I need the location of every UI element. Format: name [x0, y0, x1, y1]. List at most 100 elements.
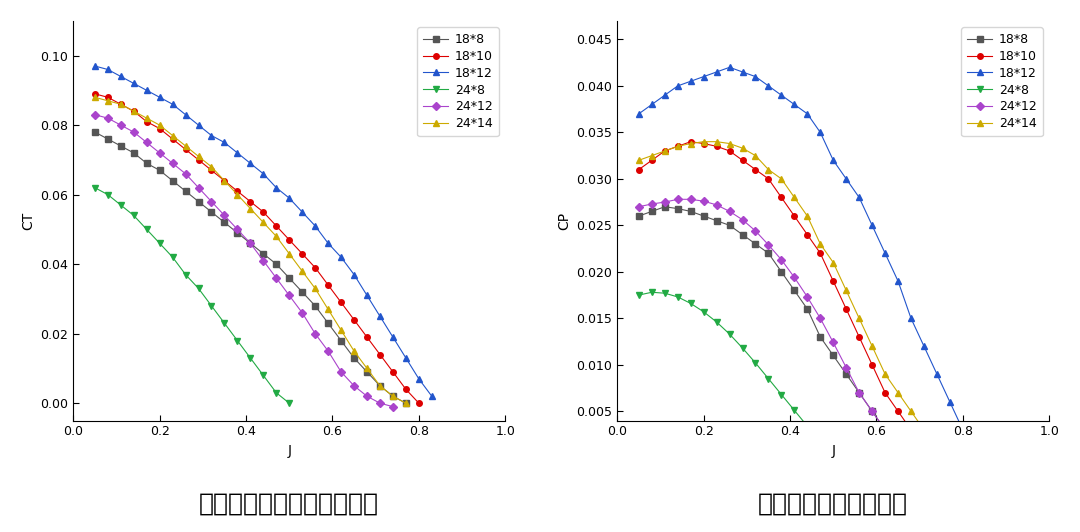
24*14 — [918, 427, 931, 433]
18*12 — [685, 78, 698, 85]
24*8 — [102, 192, 114, 198]
24*12 — [335, 369, 348, 375]
24*8 — [633, 292, 646, 298]
18*12 — [853, 194, 866, 201]
Line: 24*8: 24*8 — [92, 185, 292, 406]
24*14 — [711, 138, 724, 145]
18*12 — [866, 222, 879, 229]
18*10 — [322, 282, 335, 288]
18*12 — [296, 209, 309, 215]
24*8 — [801, 423, 814, 429]
18*10 — [698, 140, 711, 147]
24*12 — [361, 393, 374, 400]
24*8 — [192, 285, 205, 292]
24*14 — [244, 205, 257, 212]
18*10 — [361, 334, 374, 340]
Line: 18*10: 18*10 — [92, 91, 421, 406]
18*10 — [102, 94, 114, 101]
24*14 — [685, 140, 698, 147]
18*12 — [153, 94, 166, 101]
24*14 — [905, 408, 918, 414]
24*12 — [633, 204, 646, 210]
Line: 24*14: 24*14 — [92, 95, 408, 406]
18*10 — [775, 194, 788, 201]
18*12 — [309, 223, 322, 229]
18*8 — [866, 408, 879, 414]
18*10 — [270, 223, 283, 229]
18*10 — [827, 278, 840, 284]
18*10 — [114, 101, 127, 107]
18*10 — [737, 157, 750, 163]
18*8 — [127, 149, 140, 156]
24*8 — [244, 355, 257, 361]
Legend: 18*8, 18*10, 18*12, 24*8, 24*12, 24*14: 18*8, 18*10, 18*12, 24*8, 24*12, 24*14 — [417, 27, 499, 136]
18*12 — [750, 73, 762, 80]
18*8 — [348, 355, 361, 361]
Line: 18*8: 18*8 — [636, 204, 901, 451]
18*12 — [413, 376, 426, 382]
24*8 — [89, 185, 102, 191]
18*10 — [840, 306, 853, 312]
18*10 — [646, 157, 659, 163]
18*12 — [672, 82, 685, 89]
18*12 — [724, 64, 737, 71]
24*14 — [866, 343, 879, 350]
24*14 — [374, 383, 387, 389]
18*12 — [89, 63, 102, 69]
24*12 — [127, 129, 140, 135]
18*8 — [244, 240, 257, 246]
24*8 — [166, 254, 179, 260]
24*14 — [750, 153, 762, 159]
24*14 — [698, 138, 711, 145]
18*10 — [296, 251, 309, 257]
18*8 — [801, 306, 814, 312]
24*12 — [348, 383, 361, 389]
24*12 — [387, 403, 400, 410]
24*12 — [814, 315, 827, 321]
24*8 — [646, 289, 659, 295]
24*12 — [102, 115, 114, 121]
24*12 — [166, 160, 179, 167]
18*12 — [322, 240, 335, 246]
24*8 — [140, 226, 153, 232]
18*12 — [127, 80, 140, 87]
Line: 18*10: 18*10 — [636, 139, 940, 461]
24*14 — [646, 153, 659, 159]
18*8 — [231, 230, 244, 236]
18*12 — [348, 271, 361, 278]
Line: 24*8: 24*8 — [636, 289, 836, 454]
24*14 — [348, 348, 361, 354]
24*8 — [659, 290, 672, 296]
24*14 — [114, 101, 127, 107]
24*12 — [672, 196, 685, 203]
24*8 — [114, 202, 127, 208]
18*10 — [711, 143, 724, 149]
18*12 — [426, 393, 438, 400]
24*14 — [309, 285, 322, 292]
18*8 — [322, 320, 335, 327]
24*14 — [387, 393, 400, 400]
24*12 — [218, 212, 231, 219]
24*12 — [231, 226, 244, 232]
18*12 — [788, 101, 801, 107]
Y-axis label: CP: CP — [557, 212, 571, 230]
18*12 — [905, 315, 918, 321]
18*10 — [218, 178, 231, 184]
18*8 — [879, 427, 892, 433]
18*12 — [387, 334, 400, 340]
24*12 — [879, 427, 892, 433]
18*12 — [801, 111, 814, 117]
18*10 — [788, 213, 801, 219]
24*14 — [166, 132, 179, 139]
24*14 — [737, 145, 750, 152]
24*8 — [814, 438, 827, 444]
24*12 — [866, 408, 879, 414]
18*10 — [283, 237, 296, 243]
24*14 — [672, 143, 685, 149]
24*14 — [944, 454, 957, 461]
18*8 — [283, 275, 296, 281]
18*12 — [192, 122, 205, 128]
18*10 — [672, 143, 685, 149]
18*10 — [814, 250, 827, 256]
18*12 — [244, 160, 257, 167]
